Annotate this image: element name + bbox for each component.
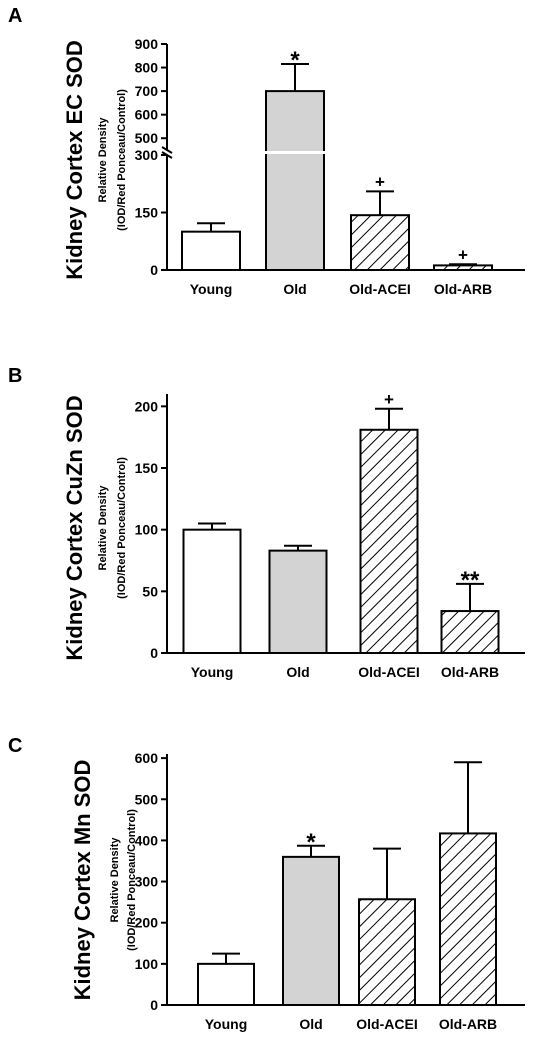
panel-a-y-tick-label: 150 bbox=[135, 205, 159, 221]
panel-a-ylabel-sub1: Relative Density bbox=[97, 117, 109, 203]
panel-a-significance-mark: + bbox=[375, 172, 385, 191]
panel-c-bar-old-acei bbox=[358, 898, 416, 1006]
panel-b-bar-old bbox=[268, 549, 328, 655]
panel-c-y-tick-label: 600 bbox=[135, 750, 159, 766]
panel-b-category-label: Old-ACEI bbox=[358, 664, 419, 680]
panel-c-category-label: Old-ARB bbox=[439, 1016, 497, 1032]
panel-a-axis-break-mark bbox=[161, 151, 173, 159]
panel-c-category-label: Old-ACEI bbox=[356, 1016, 417, 1032]
panel-a-y-tick-label: 300 bbox=[135, 147, 159, 163]
panel-a-y-tick-label: 700 bbox=[135, 83, 159, 99]
panel-a-ylabel-sub2: (IOD/Red Ponceau/Control) bbox=[116, 89, 128, 231]
panel-c-category-label: Old bbox=[299, 1016, 322, 1032]
panel-b-significance-mark: + bbox=[384, 390, 394, 409]
panel-b-ylabel-sub1: Relative Density bbox=[97, 485, 109, 571]
panel-a-y-tick-label: 900 bbox=[135, 36, 159, 52]
panel-a-significance-mark: * bbox=[290, 47, 300, 74]
panel-c-bar-old-arb bbox=[439, 832, 497, 1006]
panel-a-y-tick-label: 0 bbox=[150, 262, 158, 278]
panel-c-ylabel-sub2: (IOD/Red Ponceau/Control) bbox=[126, 809, 138, 951]
panel-a-bar-old-acei bbox=[350, 214, 410, 271]
panel-c-ylabel-sub1: Relative Density bbox=[109, 837, 121, 923]
panel-c-bar-old bbox=[282, 855, 340, 1006]
panel-b-bar-old-acei bbox=[359, 428, 419, 654]
panel-b-category-label: Old bbox=[286, 664, 309, 680]
panel-c-significance-mark: * bbox=[306, 829, 316, 856]
panel-c-y-tick-label: 400 bbox=[135, 832, 159, 848]
panel-b-chart: B Kidney Cortex CuZn SOD Relative Density (… bbox=[8, 365, 525, 680]
panel-b-y-tick-label: 100 bbox=[135, 522, 159, 538]
panel-c-bar-young bbox=[197, 962, 255, 1007]
panel-b-y-tick-label: 0 bbox=[150, 645, 158, 661]
panel-a-category-label: Old-ACEI bbox=[349, 281, 410, 297]
panel-c-letter: C bbox=[8, 735, 22, 757]
panel-c-y-tick-label: 300 bbox=[135, 874, 159, 890]
panel-b-ylabel-sub2: (IOD/Red Ponceau/Control) bbox=[116, 457, 128, 599]
panel-a-chart: A Kidney Cortex EC SOD Relative Density (IO… bbox=[8, 5, 525, 297]
panel-a-letter: A bbox=[8, 5, 22, 27]
panel-c-y-tick-label: 200 bbox=[135, 915, 159, 931]
panel-b-y-tick-label: 200 bbox=[135, 398, 159, 414]
panel-c-y-tick-label: 100 bbox=[135, 956, 159, 972]
panel-a-bar-young bbox=[181, 230, 241, 272]
panel-a-category-label: Young bbox=[190, 281, 233, 297]
panel-a-axis-break-mark bbox=[161, 146, 173, 154]
panel-b-bar-old-arb bbox=[440, 610, 500, 654]
panel-b-bar-young bbox=[182, 528, 242, 655]
panel-a-y-tick-label: 500 bbox=[135, 130, 159, 146]
panel-c-y-tick-label: 500 bbox=[135, 791, 159, 807]
panel-b-significance-mark: ** bbox=[461, 567, 480, 594]
panel-c-chart: C Kidney Cortex Mn SOD Relative Density (IO… bbox=[8, 735, 525, 1032]
panel-a-ylabel: Kidney Cortex EC SOD bbox=[62, 40, 87, 280]
panel-b-category-label: Old-ARB bbox=[441, 664, 499, 680]
panel-b-ylabel: Kidney Cortex CuZn SOD bbox=[62, 395, 87, 660]
panel-a-y-tick-label: 800 bbox=[135, 60, 159, 76]
panel-a-category-label: Old-ARB bbox=[434, 281, 492, 297]
panel-b-letter: B bbox=[8, 365, 22, 387]
panel-a-bar-old-arb bbox=[433, 264, 493, 271]
panel-b-category-label: Young bbox=[191, 664, 234, 680]
panel-c-category-label: Young bbox=[205, 1016, 248, 1032]
panel-b-y-tick-label: 150 bbox=[135, 460, 159, 476]
panel-a-significance-mark: + bbox=[458, 245, 468, 264]
panel-b-y-tick-label: 50 bbox=[142, 583, 158, 599]
panel-c-ylabel: Kidney Cortex Mn SOD bbox=[70, 760, 95, 1001]
panel-a-axis-break-gap bbox=[264, 151, 326, 154]
panel-c-y-tick-label: 0 bbox=[150, 997, 158, 1013]
panel-a-bar-old bbox=[265, 90, 325, 271]
panel-a-y-tick-label: 600 bbox=[135, 107, 159, 123]
panel-a-category-label: Old bbox=[283, 281, 306, 297]
